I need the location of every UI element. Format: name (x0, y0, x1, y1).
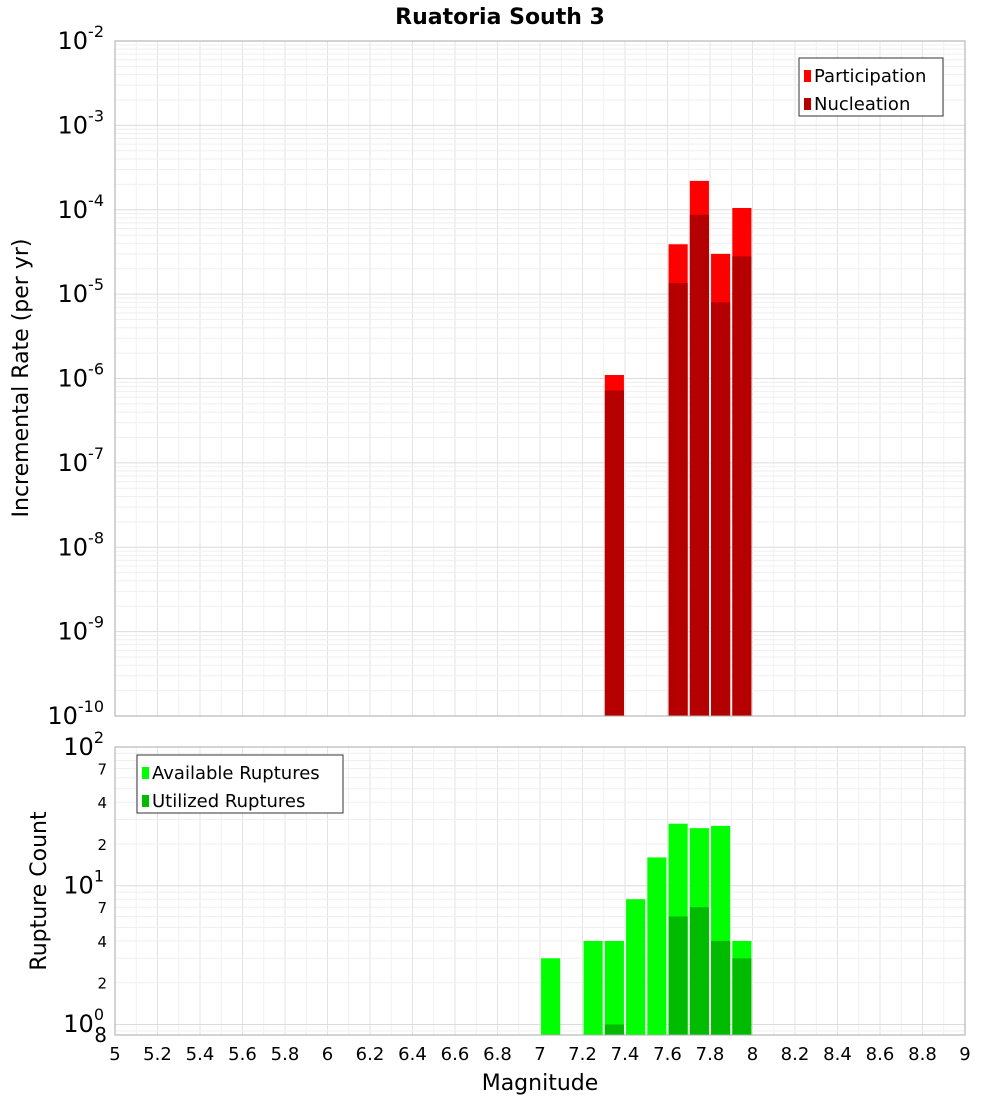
x-tick-label: 7.6 (653, 1044, 682, 1065)
chart-title: Ruatoria South 3 (395, 5, 605, 30)
y-tick-label: 10-4 (58, 191, 105, 224)
legend-swatch (804, 98, 811, 110)
y-minor-tick-label: 8 (94, 1023, 107, 1047)
x-tick-label: 6 (322, 1044, 333, 1065)
y-tick-label: 10-10 (47, 697, 104, 730)
y-minor-tick-label: 7 (97, 899, 107, 917)
top-gridlines (114, 40, 966, 717)
x-tick-label: 7.4 (611, 1044, 640, 1065)
x-tick-label: 8.2 (781, 1044, 810, 1065)
x-tick-label: 8 (747, 1044, 758, 1065)
y-minor-tick-label: 4 (97, 794, 107, 812)
x-tick-label: 5.6 (228, 1044, 257, 1065)
x-tick-label: 6.6 (441, 1044, 470, 1065)
y-minor-tick-label: 7 (97, 760, 107, 778)
y-tick-label: 10-9 (58, 613, 105, 646)
legend-label: Available Ruptures (152, 763, 320, 784)
y-tick-label: 10-5 (58, 275, 105, 308)
x-tick-label: 8.6 (866, 1044, 895, 1065)
x-tick-labels: 5 5.2 5.4 5.6 5.8 6 6.2 6.4 6.6 6.8 7 7.2 7.4 7.6 7.8 8… (109, 1044, 970, 1065)
bottom-y-axis-label: Rupture Count (27, 811, 52, 971)
top-legend: Participation Nucleation (798, 57, 944, 117)
bar (689, 214, 709, 716)
bar (668, 283, 688, 716)
legend-box (136, 754, 344, 814)
y-tick-label: 100 (63, 1005, 104, 1038)
bar (626, 899, 646, 1035)
x-axis-label: Magnitude (482, 1071, 599, 1096)
legend-label: Utilized Ruptures (152, 791, 305, 812)
x-tick-label: 5 (109, 1044, 120, 1065)
bar (604, 390, 624, 716)
top-y-axis-label: Incremental Rate (per yr) (9, 239, 34, 518)
bar (604, 1024, 624, 1035)
bottom-plot-frame (114, 746, 966, 1036)
legend-swatch (804, 70, 811, 82)
bar (604, 940, 624, 1035)
bottom-plot-panel: 100 101 102 8 2 4 7 2 4 7 5 5.2 5.4 5.6 5.8 6 6.2 6.4 6.6… (27, 728, 971, 1096)
bar (732, 256, 752, 716)
bar (647, 857, 667, 1035)
top-plot-panel: 10-10 10-9 10-8 10-7 10-6 10-5 10-4 10-3 10-2 In… (9, 22, 966, 730)
y-minor-tick-label: 2 (97, 975, 107, 993)
legend-swatch (142, 795, 149, 807)
bar (689, 907, 709, 1035)
legend-label: Nucleation (814, 94, 910, 115)
y-tick-label: 10-8 (58, 528, 105, 561)
y-tick-label: 10-3 (58, 106, 105, 139)
y-tick-label: 10-6 (58, 360, 105, 393)
x-tick-label: 8.4 (823, 1044, 852, 1065)
bottom-y-tick-labels: 100 101 102 8 2 4 7 2 4 7 (63, 728, 107, 1047)
y-tick-label: 10-7 (58, 444, 105, 477)
bottom-bars (541, 823, 752, 1035)
legend-swatch (142, 767, 149, 779)
legend-label: Participation (814, 66, 926, 87)
legend-box (798, 57, 944, 117)
x-tick-label: 8.8 (908, 1044, 937, 1065)
x-tick-label: 6.4 (398, 1044, 427, 1065)
x-tick-label: 5.8 (271, 1044, 300, 1065)
x-tick-label: 9 (959, 1044, 970, 1065)
x-tick-label: 5.4 (186, 1044, 215, 1065)
y-tick-label: 101 (63, 867, 104, 900)
bottom-legend: Available Ruptures Utilized Ruptures (136, 754, 344, 814)
bar (732, 958, 752, 1035)
bar (711, 940, 731, 1035)
bar (668, 916, 688, 1035)
y-tick-label: 102 (63, 728, 104, 761)
bar (541, 958, 561, 1035)
top-plot-frame (114, 40, 966, 717)
y-tick-label: 10-2 (58, 22, 105, 55)
x-tick-label: 5.2 (143, 1044, 172, 1065)
x-tick-label: 6.2 (356, 1044, 385, 1065)
x-tick-label: 7 (534, 1044, 545, 1065)
top-bars (604, 180, 752, 717)
x-tick-label: 6.8 (483, 1044, 512, 1065)
x-tick-label: 7.8 (696, 1044, 725, 1065)
y-minor-tick-label: 4 (97, 933, 107, 951)
top-y-tick-labels: 10-10 10-9 10-8 10-7 10-6 10-5 10-4 10-3 10-2 (47, 22, 104, 730)
bar (711, 302, 731, 716)
bar (583, 940, 603, 1035)
x-tick-label: 7.2 (568, 1044, 597, 1065)
y-minor-tick-label: 2 (97, 836, 107, 854)
